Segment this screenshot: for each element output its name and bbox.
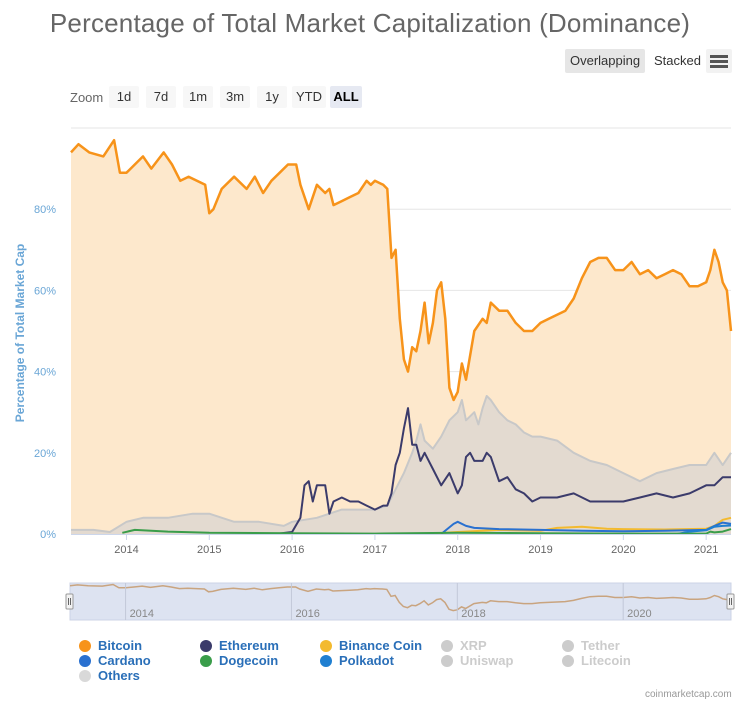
x-tick-label: 2021 — [694, 544, 718, 556]
x-tick-label: 2018 — [445, 544, 469, 556]
line-bitcoin — [70, 138, 733, 402]
stacked-toggle-button[interactable]: Stacked — [654, 53, 701, 68]
y-tick-label: 20% — [34, 448, 56, 460]
navigator-tick-label: 2020 — [627, 608, 651, 620]
navigator-series-line — [69, 583, 732, 612]
zoom-label: Zoom — [70, 90, 104, 105]
legend-dot-icon — [320, 655, 332, 667]
legend-dot-icon — [320, 640, 332, 652]
y-tick-label: 80% — [34, 204, 56, 216]
line-polkadot — [677, 524, 732, 535]
dominance-chart[interactable]: 0% 20% 40% 60% 80% Percentage of Total Market… — [0, 0, 749, 560]
navigator-right-handle[interactable] — [726, 593, 735, 610]
x-tick-label: 2015 — [197, 544, 221, 556]
navigator-left-handle[interactable] — [65, 593, 74, 610]
x-tick-label: 2016 — [280, 544, 304, 556]
line-dogecoin — [122, 528, 732, 535]
legend-dot-icon — [441, 655, 453, 667]
range-navigator[interactable]: 2014 2016 2018 2020 — [0, 575, 749, 630]
area-others — [71, 396, 731, 534]
legend-dot-icon — [200, 640, 212, 652]
navigator-tick-label: 2016 — [295, 608, 319, 620]
legend-dot-icon — [441, 640, 453, 652]
legend-dot-icon — [79, 655, 91, 667]
y-axis-title: Percentage of Total Market Cap — [13, 244, 27, 423]
legend-dot-icon — [562, 640, 574, 652]
y-tick-label: 0% — [40, 529, 56, 541]
x-tick-label: 2020 — [611, 544, 635, 556]
zoom-3m-button[interactable]: 3m — [220, 86, 250, 108]
zoom-1d-button[interactable]: 1d — [109, 86, 139, 108]
zoom-1y-button[interactable]: 1y — [257, 86, 287, 108]
navigator-tick-label: 2014 — [130, 608, 154, 620]
y-tick-label: 60% — [34, 285, 56, 297]
zoom-all-button[interactable]: ALL — [330, 86, 362, 108]
navigator-tick-label: 2018 — [461, 608, 485, 620]
legend-dot-icon — [562, 655, 574, 667]
line-others — [71, 395, 732, 533]
x-tick-label: 2014 — [114, 544, 138, 556]
zoom-7d-button[interactable]: 7d — [146, 86, 176, 108]
legend-dot-icon — [79, 640, 91, 652]
y-tick-label: 40% — [34, 367, 56, 379]
x-tick-label: 2017 — [363, 544, 387, 556]
x-tick-label: 2019 — [528, 544, 552, 556]
overlapping-toggle-button[interactable]: Overlapping — [565, 49, 646, 73]
line-ethereum — [259, 407, 731, 535]
legend-dot-icon — [79, 670, 91, 682]
zoom-ytd-button[interactable]: YTD — [292, 86, 326, 108]
zoom-1m-button[interactable]: 1m — [183, 86, 213, 108]
credit-link[interactable]: coinmarketcap.com — [645, 689, 732, 700]
chart-title: Percentage of Total Market Capitalizatio… — [49, 8, 691, 38]
hamburger-menu-icon[interactable] — [706, 49, 732, 73]
legend-dot-icon — [200, 655, 212, 667]
